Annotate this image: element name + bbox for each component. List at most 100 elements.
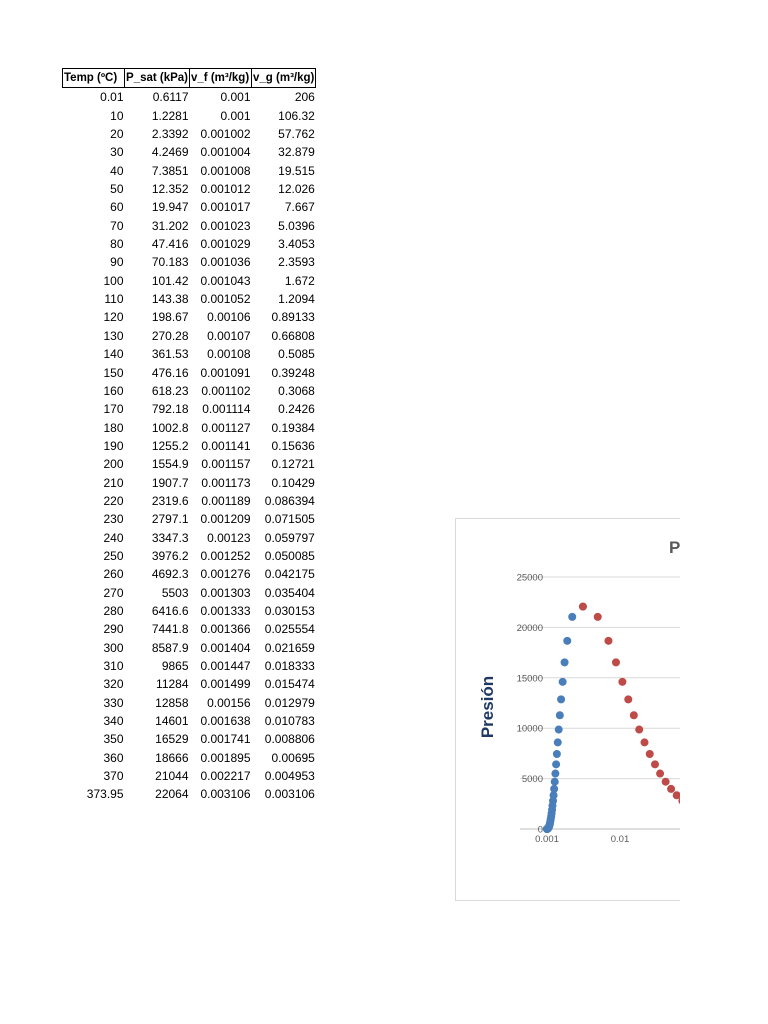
table-cell[interactable]: 12.026 <box>278 182 315 197</box>
table-cell[interactable]: 370 <box>103 769 124 784</box>
table-cell[interactable]: 120 <box>103 310 124 325</box>
vg-data-point[interactable] <box>629 711 638 720</box>
table-cell[interactable]: 18666 <box>155 750 189 765</box>
vf-data-point[interactable] <box>558 677 567 686</box>
table-cell[interactable]: 2.3392 <box>151 127 189 142</box>
table-cell[interactable]: 0.035404 <box>264 585 315 600</box>
table-cell[interactable]: 50 <box>110 182 124 197</box>
vg-data-point[interactable] <box>656 769 665 778</box>
table-cell[interactable]: 1.2094 <box>278 292 315 307</box>
vg-data-point[interactable] <box>650 760 659 769</box>
table-cell[interactable]: 0.001004 <box>200 145 251 160</box>
vg-data-point[interactable] <box>578 602 587 611</box>
vf-data-point[interactable] <box>549 791 558 800</box>
header-vf[interactable]: v_f (m³/kg) <box>189 67 253 89</box>
table-cell[interactable]: 7441.8 <box>151 622 189 637</box>
table-cell[interactable]: 0.001447 <box>200 659 251 673</box>
table-cell[interactable]: 0.12721 <box>271 457 315 472</box>
table-cell[interactable]: 2319.6 <box>151 493 189 508</box>
table-cell[interactable]: 150 <box>103 365 124 380</box>
vf-data-point[interactable] <box>550 784 559 793</box>
vg-data-point[interactable] <box>635 725 644 734</box>
table-cell[interactable]: 0.086394 <box>264 493 315 508</box>
table-cell[interactable]: 360 <box>103 750 124 765</box>
table-cell[interactable]: 0.10429 <box>271 475 315 490</box>
table-cell[interactable]: 1255.2 <box>151 438 189 453</box>
table-cell[interactable]: 0.001189 <box>201 493 251 508</box>
table-cell[interactable]: 0.071505 <box>264 512 315 527</box>
table-cell[interactable]: 190 <box>103 438 124 453</box>
table-cell[interactable]: 792.18 <box>151 402 189 417</box>
table-cell[interactable]: 618.23 <box>151 383 189 398</box>
vg-data-point[interactable] <box>678 797 680 805</box>
table-cell[interactable]: 0.001141 <box>201 438 251 453</box>
table-cell[interactable]: 0.001404 <box>200 640 251 655</box>
table-cell[interactable]: 21044 <box>155 769 189 784</box>
table-cell[interactable]: 373.95 <box>86 787 124 802</box>
table-cell[interactable]: 0.001127 <box>201 420 251 435</box>
table-cell[interactable]: 0.001017 <box>200 200 251 215</box>
table-cell[interactable]: 20 <box>110 127 124 142</box>
table-cell[interactable]: 0.001173 <box>201 475 251 490</box>
table-cell[interactable]: 130 <box>103 328 124 343</box>
table-cell[interactable]: 240 <box>103 530 124 545</box>
table-cell[interactable]: 0.001741 <box>200 732 251 747</box>
table-cell[interactable]: 0.003106 <box>200 787 251 802</box>
table-cell[interactable]: 260 <box>103 567 124 582</box>
vg-data-point[interactable] <box>661 777 670 786</box>
table-cell[interactable]: 270 <box>103 585 124 600</box>
table-cell[interactable]: 0.001 <box>220 108 251 123</box>
table-cell[interactable]: 32.879 <box>278 145 315 160</box>
table-cell[interactable]: 0.001638 <box>200 714 251 729</box>
table-cell[interactable]: 0.025554 <box>264 622 315 637</box>
table-cell[interactable]: 9865 <box>161 659 189 673</box>
table-cell[interactable]: 7.3851 <box>151 163 189 178</box>
table-cell[interactable]: 0.001276 <box>200 567 251 582</box>
table-cell[interactable]: 0.001366 <box>200 622 251 637</box>
vf-data-point[interactable] <box>551 769 560 778</box>
table-cell[interactable]: 0.001008 <box>200 163 251 178</box>
table-cell[interactable]: 19.515 <box>278 163 315 178</box>
table-cell[interactable]: 57.762 <box>278 127 315 142</box>
table-cell[interactable]: 361.53 <box>151 347 189 362</box>
table-cell[interactable]: 0.001091 <box>200 365 251 380</box>
table-cell[interactable]: 180 <box>103 420 124 435</box>
table-cell[interactable]: 300 <box>103 640 124 655</box>
vf-data-point[interactable] <box>550 777 559 786</box>
table-cell[interactable]: 0.3068 <box>278 383 315 398</box>
table-cell[interactable]: 0.002217 <box>200 769 251 784</box>
table-cell[interactable]: 0.01 <box>100 90 124 105</box>
table-cell[interactable]: 476.16 <box>151 365 189 380</box>
vg-data-point[interactable] <box>604 636 613 645</box>
vg-data-point[interactable] <box>667 784 676 793</box>
table-cell[interactable]: 206 <box>294 90 315 105</box>
vf-data-point[interactable] <box>552 760 561 769</box>
table-cell[interactable]: 3.4053 <box>278 237 315 252</box>
table-cell[interactable]: 290 <box>103 622 124 637</box>
table-cell[interactable]: 5503 <box>161 585 189 600</box>
header-vg[interactable]: v_g (m³/kg) <box>251 67 317 89</box>
table-cell[interactable]: 0.89133 <box>271 310 315 325</box>
vf-data-point[interactable] <box>553 738 562 747</box>
vf-data-point[interactable] <box>555 711 564 720</box>
table-cell[interactable]: 0.00108 <box>207 347 251 362</box>
table-cell[interactable]: 0.00106 <box>207 310 251 325</box>
table-cell[interactable]: 110 <box>104 292 124 307</box>
vg-data-point[interactable] <box>611 658 620 667</box>
table-cell[interactable]: 4.2469 <box>151 145 189 160</box>
table-cell[interactable]: 0.39248 <box>271 365 315 380</box>
table-cell[interactable]: 330 <box>103 695 124 710</box>
table-cell[interactable]: 100 <box>103 273 124 288</box>
table-cell[interactable]: 170 <box>103 402 124 417</box>
table-cell[interactable]: 0.001252 <box>200 548 251 563</box>
table-cell[interactable]: 7.667 <box>284 200 315 215</box>
table-cell[interactable]: 8587.9 <box>151 640 189 655</box>
table-cell[interactable]: 19.947 <box>151 200 189 215</box>
table-cell[interactable]: 5.0396 <box>278 218 315 233</box>
vf-data-point[interactable] <box>560 658 569 667</box>
table-cell[interactable]: 340 <box>103 714 124 729</box>
table-cell[interactable]: 2.3593 <box>278 255 315 270</box>
table-cell[interactable]: 12.352 <box>151 182 189 197</box>
table-cell[interactable]: 0.001002 <box>200 127 251 142</box>
table-cell[interactable]: 0.059797 <box>264 530 315 545</box>
